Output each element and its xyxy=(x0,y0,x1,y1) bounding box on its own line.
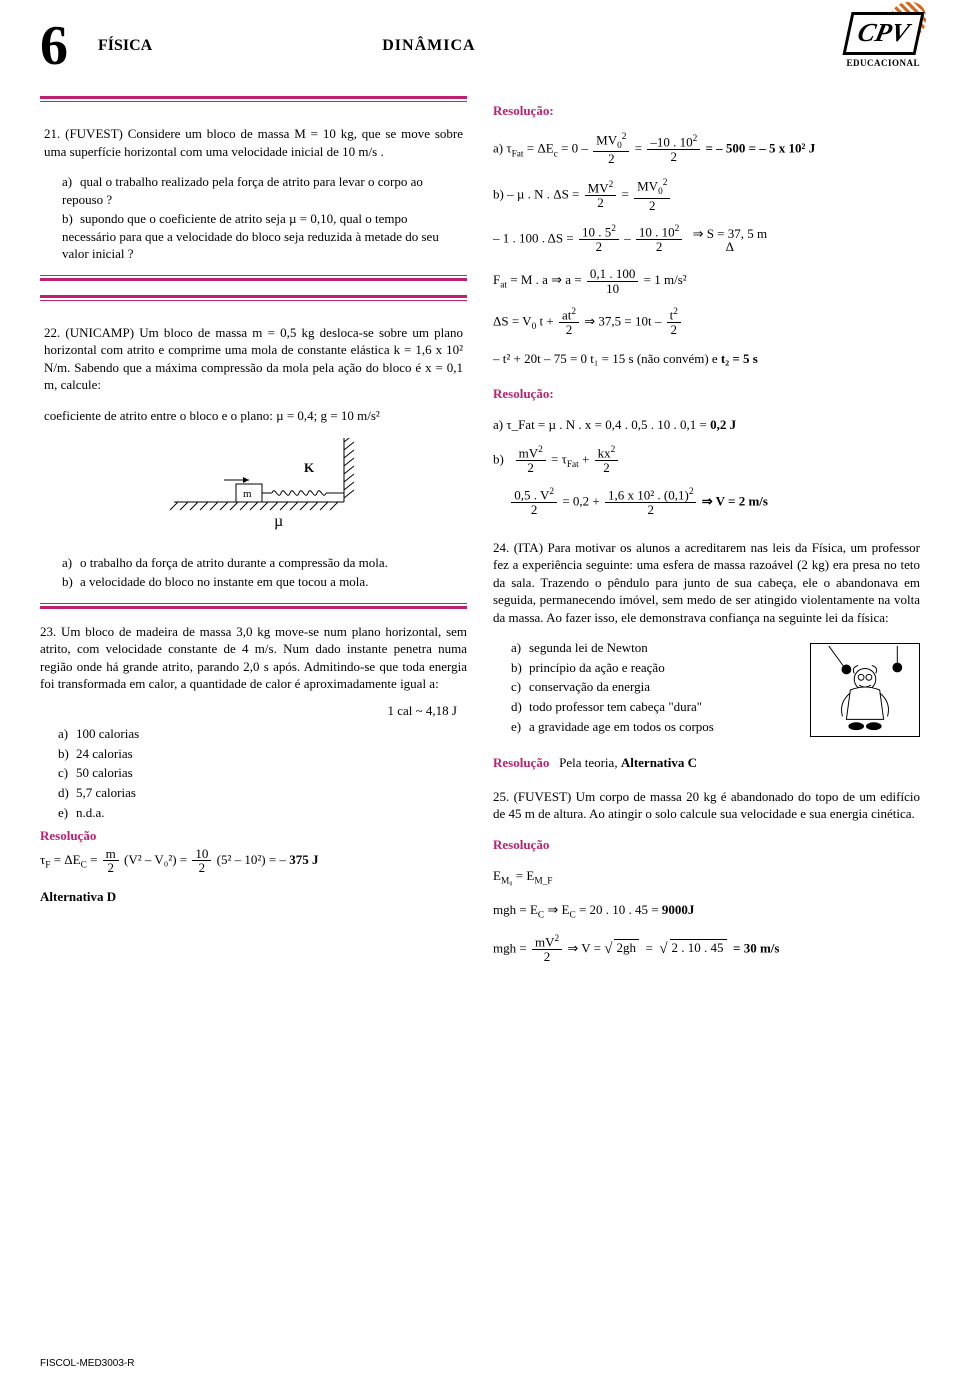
q21-item-a: a)qual o trabalho realizado pela força d… xyxy=(62,173,463,208)
q21-stem: (FUVEST) Considere um bloco de massa M =… xyxy=(44,126,463,159)
q25-line1: EM₀ = EM_F xyxy=(493,867,920,888)
q21-resolution: Resolução: a) τFat = ΔEc = 0 – MV02 2 = … xyxy=(493,102,920,367)
q25-resolution-label: Resolução xyxy=(493,836,920,854)
subject-title: FÍSICA xyxy=(98,35,152,57)
q21-resolution-label: Resolução: xyxy=(493,102,920,120)
svg-text:µ: µ xyxy=(274,513,283,530)
q24-stem: (ITA) Para motivar os alunos a acreditar… xyxy=(493,540,920,625)
q21-res-b-line1: b) – µ . N . ΔS = MV2 2 = MV02 2 xyxy=(493,179,920,212)
q22-resolution: Resolução: a) τ_Fat = µ . N . x = 0,4 . … xyxy=(493,385,920,516)
q24-opt-b: b)princípio da ação e reação xyxy=(511,659,773,677)
q24-opt-e: e)a gravidade age em todos os corpos xyxy=(511,718,773,736)
q25-number: 25. xyxy=(493,789,509,804)
question-24: 24. (ITA) Para motivar os alunos a acred… xyxy=(493,539,920,772)
professor-cartoon xyxy=(810,643,920,737)
page-number: 6 xyxy=(40,18,68,74)
q25-stem: (FUVEST) Um corpo de massa 20 kg é aband… xyxy=(493,789,920,822)
q23-opt-e: e)n.d.a. xyxy=(58,804,467,822)
q22-stem-1: (UNICAMP) Um bloco de massa m = 0,5 kg d… xyxy=(44,325,463,393)
q23-opt-b: b)24 calorias xyxy=(58,745,467,763)
logo-text: CPV xyxy=(842,12,924,55)
q22-item-a: a)o trabalho da força de atrito durante … xyxy=(62,554,463,572)
q21-res-b-line4: ΔS = V0 t + at2 2 ⇒ 37,5 = 10t – t2 2 xyxy=(493,308,920,337)
q21-item-b: b)supondo que o coeficiente de atrito se… xyxy=(62,210,463,263)
q22-res-b-line2: 0,5 . V2 2 = 0,2 + 1,6 x 10² . (0,1)2 2 … xyxy=(493,488,920,517)
q23-opt-a: a)100 calorias xyxy=(58,725,467,743)
question-23: 23. Um bloco de madeira de massa 3,0 kg … xyxy=(40,623,467,906)
q23-opt-d: d)5,7 calorias xyxy=(58,784,467,802)
q24-resolution: Resolução Pela teoria, Alternativa C xyxy=(493,754,920,772)
q24-opt-d: d)todo professor tem cabeça "dura" xyxy=(511,698,773,716)
left-column: 21. (FUVEST) Considere um bloco de massa… xyxy=(40,96,467,977)
q23-alternative: Alternativa D xyxy=(40,888,467,906)
q25-line3: mgh = mV2 2 ⇒ V = √2gh = √2 . 10 . 45 = … xyxy=(493,935,920,964)
spring-diagram: m K µ xyxy=(144,438,364,548)
q22-stem-2: coeficiente de atrito entre o bloco e o … xyxy=(44,407,463,425)
q23-options: a)100 calorias b)24 calorias c)50 calori… xyxy=(40,725,467,821)
q23-cal-note: 1 cal ~ 4,18 J xyxy=(40,702,457,720)
q21-number: 21. xyxy=(44,126,60,141)
page-header: 6 FÍSICA DINÂMICA CPV EDUCACIONAL xyxy=(40,18,920,74)
q24-options: a)segunda lei de Newton b)princípio da a… xyxy=(493,639,773,735)
q24-opt-c: c)conservação da energia xyxy=(511,678,773,696)
q25-line2: mgh = EC ⇒ EC = 20 . 10 . 45 = 9000J xyxy=(493,901,920,922)
svg-text:m: m xyxy=(243,488,252,500)
q22-res-b-line1: b) mV2 2 = τFat + kx2 2 xyxy=(493,446,920,475)
q23-opt-c: c)50 calorias xyxy=(58,764,467,782)
topic-title: DINÂMICA xyxy=(382,35,475,57)
q22-res-a: a) τ_Fat = µ . N . x = 0,4 . 0,5 . 10 . … xyxy=(493,416,920,434)
brand-logo: CPV EDUCACIONAL xyxy=(846,12,920,69)
q23-resolution-math: τF = ΔEC = m2 (V² – V₀²) = 102 (5² – 10²… xyxy=(40,847,467,875)
q23-number: 23. xyxy=(40,624,56,639)
q23-stem: Um bloco de madeira de massa 3,0 kg move… xyxy=(40,624,467,692)
q23-resolution-label: Resolução xyxy=(40,827,467,845)
q21-res-b-line5: – t² + 20t – 75 = 0 t₁ = 15 s (não convé… xyxy=(493,350,920,368)
right-column: Resolução: a) τFat = ΔEc = 0 – MV02 2 = … xyxy=(493,96,920,977)
logo-subtext: EDUCACIONAL xyxy=(846,57,920,69)
question-21: 21. (FUVEST) Considere um bloco de massa… xyxy=(40,96,467,281)
q24-opt-a: a)segunda lei de Newton xyxy=(511,639,773,657)
q21-res-b-line3: Fat = M . a ⇒ a = 0,1 . 10010 = 1 m/s² xyxy=(493,267,920,295)
q21-res-a: a) τFat = ΔEc = 0 – MV02 2 = –10 . 102 2… xyxy=(493,133,920,166)
q21-res-b-line2: – 1 . 100 . ΔS = 10 . 52 2 – 10 . 102 2 … xyxy=(493,225,920,254)
q22-number: 22. xyxy=(44,325,60,340)
question-25: 25. (FUVEST) Um corpo de massa 20 kg é a… xyxy=(493,788,920,964)
question-22: 22. (UNICAMP) Um bloco de massa m = 0,5 … xyxy=(40,295,467,609)
q24-number: 24. xyxy=(493,540,509,555)
q22-resolution-label: Resolução: xyxy=(493,385,920,403)
svg-text:K: K xyxy=(304,460,315,475)
footer-code: FISCOL-MED3003-R xyxy=(40,1357,134,1371)
q22-item-b: b)a velocidade do bloco no instante em q… xyxy=(62,573,463,591)
